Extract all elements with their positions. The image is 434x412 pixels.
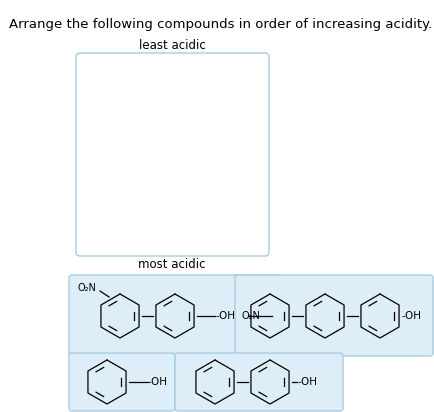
FancyBboxPatch shape: [175, 353, 343, 411]
FancyBboxPatch shape: [69, 275, 280, 356]
Text: -OH: -OH: [215, 311, 235, 321]
Text: -OH: -OH: [297, 377, 317, 387]
FancyBboxPatch shape: [69, 353, 175, 411]
Text: Arrange the following compounds in order of increasing acidity.: Arrange the following compounds in order…: [9, 18, 432, 31]
Text: -OH: -OH: [148, 377, 168, 387]
Text: O₂N: O₂N: [242, 311, 261, 321]
Text: least acidic: least acidic: [138, 39, 205, 52]
FancyBboxPatch shape: [76, 53, 269, 256]
Text: -OH: -OH: [402, 311, 422, 321]
Text: O₂N: O₂N: [78, 283, 97, 293]
FancyBboxPatch shape: [235, 275, 433, 356]
Text: most acidic: most acidic: [138, 258, 206, 271]
